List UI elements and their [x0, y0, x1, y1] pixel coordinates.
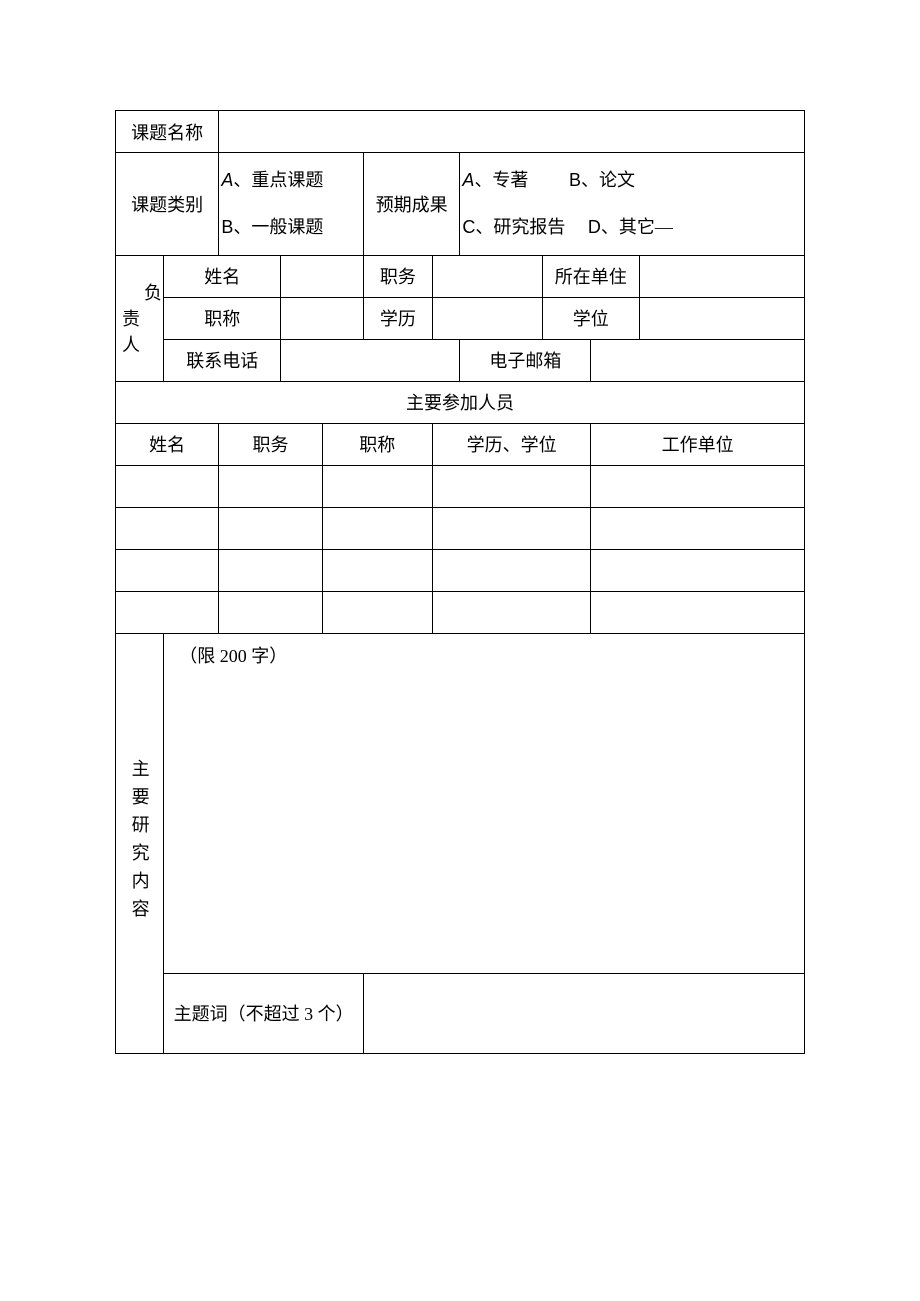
label-research-content: 主要研究内容 [116, 633, 164, 1053]
label-position: 职务 [363, 255, 432, 297]
participant-title[interactable] [322, 549, 432, 591]
participant-row [116, 465, 805, 507]
label-education: 学历 [363, 297, 432, 339]
participant-edu-degree[interactable] [432, 507, 590, 549]
label-affiliation: 所在单住 [543, 255, 639, 297]
field-project-name[interactable] [219, 111, 805, 153]
option-a-prefix: A [221, 170, 233, 190]
col-title: 职称 [322, 423, 432, 465]
outcome-a-prefix: A [462, 170, 474, 190]
label-expected-outcome: 预期成果 [363, 153, 459, 256]
label-email: 电子邮箱 [460, 339, 591, 381]
label-keywords: 主题词（不超过 3 个） [164, 973, 364, 1053]
participant-title[interactable] [322, 591, 432, 633]
field-email[interactable] [591, 339, 805, 381]
field-research-content[interactable]: （限 200 字） [164, 633, 805, 973]
participant-row [116, 507, 805, 549]
participant-work-unit[interactable] [591, 465, 805, 507]
application-form-table: 课题名称 课题类别 A、重点课题 B、一般课题 预期成果 A、专著 B、论文 C… [115, 110, 805, 1054]
participant-work-unit[interactable] [591, 591, 805, 633]
participant-work-unit[interactable] [591, 507, 805, 549]
limit-text: （限 200 字） [179, 646, 287, 666]
col-position: 职务 [219, 423, 322, 465]
participant-position[interactable] [219, 465, 322, 507]
option-a-text: 、重点课题 [233, 170, 323, 190]
outcome-c-prefix: C [462, 217, 475, 237]
participant-edu-degree[interactable] [432, 549, 590, 591]
label-project-name: 课题名称 [116, 111, 219, 153]
field-expected-outcome[interactable]: A、专著 B、论文 C、研究报告 D、其它— [460, 153, 805, 256]
participant-row [116, 591, 805, 633]
outcome-c-text: 、研究报告 [475, 217, 565, 237]
participant-position[interactable] [219, 591, 322, 633]
label-responsible: 负责人 [116, 255, 164, 381]
outcome-d-prefix: D [588, 217, 601, 237]
participant-name[interactable] [116, 507, 219, 549]
option-b-prefix: B [221, 217, 233, 237]
participant-row [116, 549, 805, 591]
field-phone[interactable] [281, 339, 460, 381]
label-phone: 联系电话 [164, 339, 281, 381]
field-title[interactable] [281, 297, 364, 339]
participant-edu-degree[interactable] [432, 591, 590, 633]
participant-position[interactable] [219, 549, 322, 591]
label-project-type: 课题类别 [116, 153, 219, 256]
outcome-a-text: 、专著 [474, 170, 528, 190]
label-participants-header: 主要参加人员 [116, 381, 805, 423]
participant-edu-degree[interactable] [432, 465, 590, 507]
outcome-b-prefix: B [569, 170, 581, 190]
participant-title[interactable] [322, 465, 432, 507]
option-b-text: 、一般课题 [233, 217, 323, 237]
field-affiliation[interactable] [639, 255, 804, 297]
label-degree: 学位 [543, 297, 639, 339]
field-degree[interactable] [639, 297, 804, 339]
outcome-d-text: 、其它— [601, 217, 673, 237]
participant-name[interactable] [116, 591, 219, 633]
col-edu-degree: 学历、学位 [432, 423, 590, 465]
participant-position[interactable] [219, 507, 322, 549]
participant-name[interactable] [116, 465, 219, 507]
outcome-b-text: 、论文 [581, 170, 635, 190]
col-work-unit: 工作单位 [591, 423, 805, 465]
participant-name[interactable] [116, 549, 219, 591]
col-name: 姓名 [116, 423, 219, 465]
field-project-type[interactable]: A、重点课题 B、一般课题 [219, 153, 364, 256]
field-education[interactable] [432, 297, 542, 339]
field-name[interactable] [281, 255, 364, 297]
field-keywords[interactable] [363, 973, 804, 1053]
field-position[interactable] [432, 255, 542, 297]
participant-title[interactable] [322, 507, 432, 549]
participant-work-unit[interactable] [591, 549, 805, 591]
